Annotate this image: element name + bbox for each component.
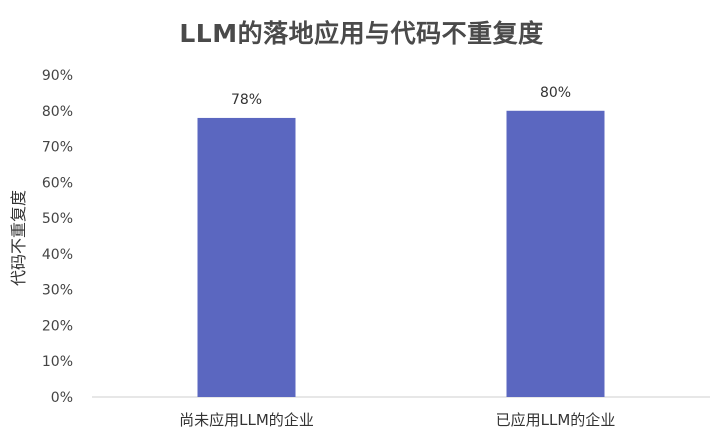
y-tick-label: 70% [42,140,73,156]
y-tick-label: 30% [42,283,73,299]
y-tick-label: 60% [42,175,73,191]
x-category-label: 已应用LLM的企业 [496,411,616,429]
bar [197,117,296,397]
y-tick-label: 90% [42,68,73,84]
y-tick-label: 0% [51,390,73,406]
y-tick-label: 10% [42,354,73,370]
y-tick-label: 40% [42,247,73,263]
chart-title: LLM的落地应用与代码不重复度 [179,19,544,48]
bar [506,110,605,398]
data-label: 80% [540,85,571,101]
y-tick-label: 80% [42,104,73,120]
x-category-label: 尚未应用LLM的企业 [179,411,314,429]
y-tick-label: 20% [42,318,73,334]
data-label: 78% [231,92,262,108]
y-tick-label: 50% [42,211,73,227]
